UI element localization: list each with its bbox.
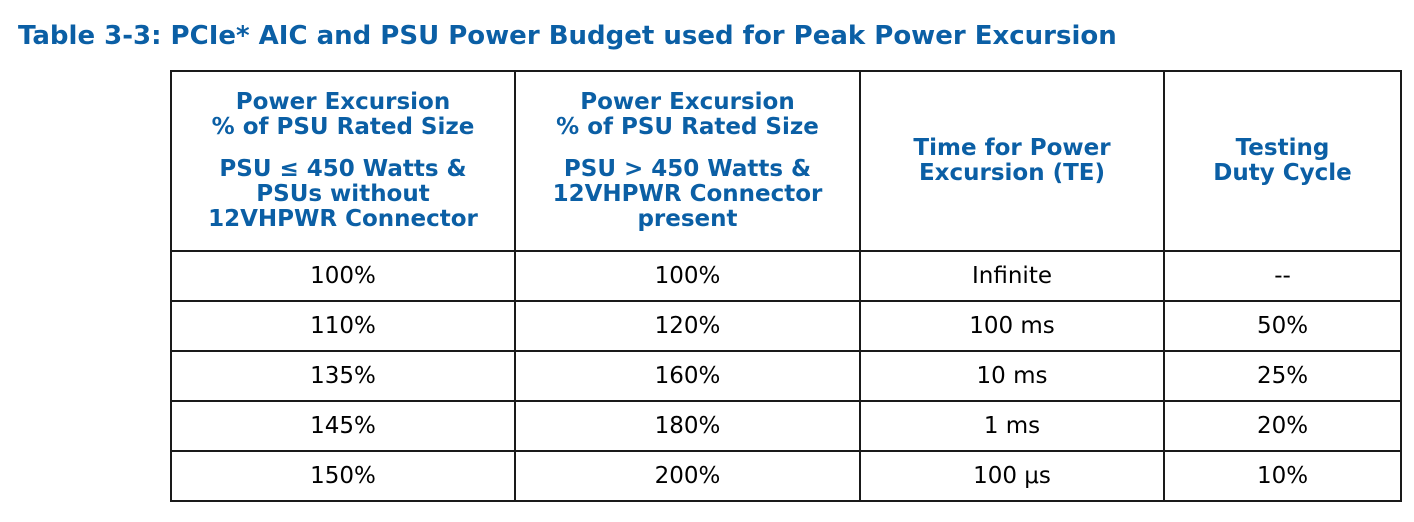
table-cell: 160% xyxy=(514,350,861,402)
header-line: PSUs without xyxy=(256,181,430,207)
table-cell: 25% xyxy=(1163,350,1402,402)
header-line: present xyxy=(637,206,738,232)
table-cell: -- xyxy=(1163,250,1402,302)
header-cell-time-for-excursion: Time for Power Excursion (TE) xyxy=(859,70,1165,252)
header-row: Power Excursion % of PSU Rated Size PSU … xyxy=(170,70,1402,252)
header-line: Time for Power xyxy=(913,135,1111,161)
table-cell: 135% xyxy=(170,350,516,402)
table-row: 100% 100% Infinite -- xyxy=(170,250,1402,302)
header-line: Power Excursion xyxy=(235,89,451,115)
header-line: Power Excursion xyxy=(580,89,795,115)
header-line: Testing xyxy=(1235,135,1330,161)
table-row: 150% 200% 100 μs 10% xyxy=(170,450,1402,502)
header-cell-psu-le-450: Power Excursion % of PSU Rated Size PSU … xyxy=(170,70,516,252)
header-cell-psu-gt-450: Power Excursion % of PSU Rated Size PSU … xyxy=(514,70,861,252)
table-cell: 120% xyxy=(514,300,861,352)
power-budget-table: Power Excursion % of PSU Rated Size PSU … xyxy=(170,70,1402,502)
table-cell: 100 ms xyxy=(859,300,1165,352)
header-line: % of PSU Rated Size xyxy=(556,114,819,140)
table-cell: 180% xyxy=(514,400,861,452)
table-caption: Table 3-3: PCIe* AIC and PSU Power Budge… xyxy=(18,21,1117,51)
table-cell: 20% xyxy=(1163,400,1402,452)
table-row: 145% 180% 1 ms 20% xyxy=(170,400,1402,452)
table-cell: Infinite xyxy=(859,250,1165,302)
table-cell: 100% xyxy=(170,250,516,302)
table-cell: 50% xyxy=(1163,300,1402,352)
table-cell: 100% xyxy=(514,250,861,302)
table-cell: 1 ms xyxy=(859,400,1165,452)
table-cell: 10% xyxy=(1163,450,1402,502)
header-line: 12VHPWR Connector xyxy=(208,206,478,232)
table-cell: 145% xyxy=(170,400,516,452)
table-cell: 10 ms xyxy=(859,350,1165,402)
header-line: % of PSU Rated Size xyxy=(211,114,475,140)
header-line: 12VHPWR Connector xyxy=(552,181,823,207)
header-cell-duty-cycle: Testing Duty Cycle xyxy=(1163,70,1402,252)
header-line: PSU ≤ 450 Watts & xyxy=(219,156,467,182)
header-line: PSU > 450 Watts & xyxy=(563,156,812,182)
table-cell: 110% xyxy=(170,300,516,352)
table-cell: 100 μs xyxy=(859,450,1165,502)
header-line: Duty Cycle xyxy=(1213,160,1352,186)
table-cell: 150% xyxy=(170,450,516,502)
table-row: 110% 120% 100 ms 50% xyxy=(170,300,1402,352)
table-cell: 200% xyxy=(514,450,861,502)
table-row: 135% 160% 10 ms 25% xyxy=(170,350,1402,402)
header-line: Excursion (TE) xyxy=(918,160,1106,186)
